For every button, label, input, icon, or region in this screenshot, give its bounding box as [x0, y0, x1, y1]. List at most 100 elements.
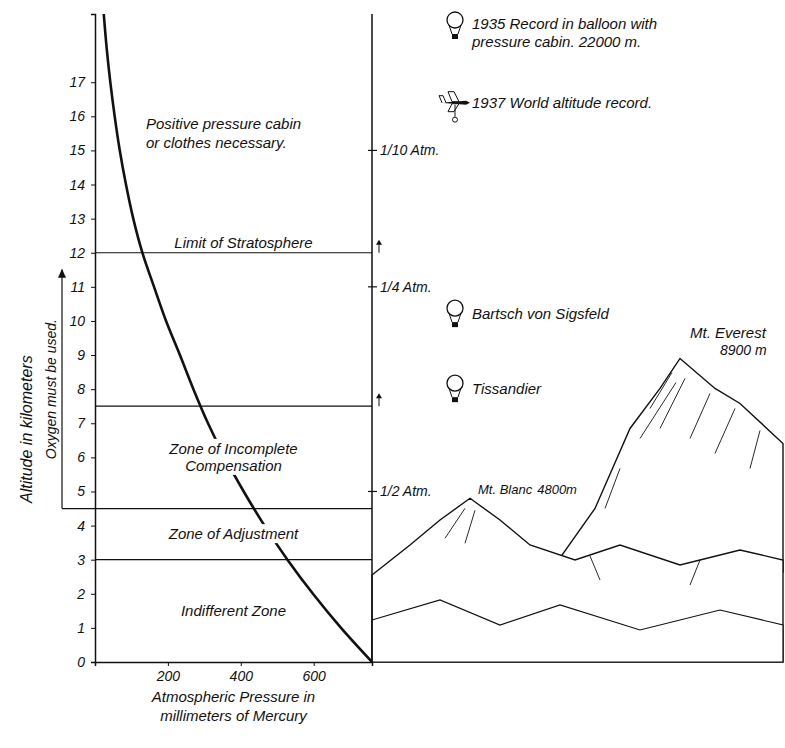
- y-tick-mark: [91, 628, 95, 629]
- label-patch: [143, 114, 304, 152]
- atm-marks: 1/2 Atm. 1/4 Atm. 1/10 Atm.: [368, 142, 439, 499]
- text-line: or clothes necessary.: [146, 134, 287, 151]
- mountain-hatch: [715, 408, 735, 453]
- y-tick-label: 5: [77, 483, 85, 499]
- mountain-name: Mt. Blanc: [478, 482, 533, 497]
- y-tick-label: 13: [69, 211, 85, 227]
- plot-area: [104, 14, 372, 662]
- y-tick-label: 15: [69, 142, 85, 158]
- oxygen-base: [62, 508, 95, 509]
- y-tick-mark: [91, 423, 95, 424]
- y-tick-label: 4: [77, 518, 85, 534]
- mountain-height: 8900 m: [720, 342, 767, 358]
- y-tick-mark: [91, 287, 95, 288]
- positive-zone-label: Positive pressure cabin or clothes necess…: [146, 115, 301, 151]
- y-tick-mark: [91, 560, 95, 561]
- balloon-basket: [452, 322, 458, 327]
- zone-label: Zone of IncompleteCompensation: [168, 440, 297, 474]
- x-tick-label: 200: [156, 668, 181, 684]
- atm-tick: [368, 491, 377, 492]
- y-tick: 5: [77, 483, 95, 499]
- y-tick-label: 6: [77, 449, 85, 465]
- y-tick: 10: [69, 313, 95, 329]
- y-tick: 0: [77, 654, 95, 670]
- y-tick: 12: [69, 245, 95, 261]
- text-line: Bartsch von Sigsfeld: [472, 305, 609, 322]
- record-label: 1935 Record in balloon withpressure cabi…: [471, 15, 657, 50]
- plane-wing: [448, 92, 459, 102]
- atm-label: 1/10 Atm.: [380, 142, 439, 158]
- y-tick-mark: [91, 82, 95, 83]
- balloon-icon: [447, 375, 463, 402]
- zone-lines: [95, 240, 382, 560]
- y-tick: 9: [77, 347, 95, 363]
- text-line: Atmospheric Pressure in: [151, 688, 315, 705]
- mountain-hatch: [605, 468, 620, 508]
- y-axis-title: Altitude in kilometers: [18, 355, 35, 504]
- y-tick: 17: [69, 74, 95, 90]
- arrow-head: [376, 393, 382, 398]
- stratosphere-line: [95, 252, 372, 253]
- zone-texts: Indifferent Zone Zone of Adjustment Zone o…: [143, 114, 316, 620]
- plane-wing: [448, 104, 459, 112]
- mountain-height: 4800m: [537, 482, 577, 497]
- y-tick-label: 12: [69, 245, 85, 261]
- y-tick: 8: [77, 381, 95, 397]
- text-line: Tissandier: [472, 380, 542, 397]
- balloon-icon: [447, 300, 463, 327]
- x-tick: 400: [230, 662, 254, 684]
- y-tick-label: 14: [69, 177, 85, 193]
- mountain-hatch: [590, 556, 600, 580]
- y-tick-label: 0: [77, 654, 85, 670]
- mountain-hatch: [690, 393, 710, 438]
- text-line: Compensation: [185, 457, 282, 474]
- y-axis: 01234567891011121314151617: [69, 15, 95, 670]
- y-tick-label: 11: [70, 279, 85, 295]
- zone-label: Indifferent Zone: [181, 602, 286, 619]
- y-tick-mark: [91, 526, 95, 527]
- balloon-basket: [452, 397, 458, 402]
- label-patch: [165, 524, 302, 543]
- y-tick: 1: [77, 620, 95, 636]
- y-tick-mark: [91, 594, 95, 595]
- x-tick: 200: [156, 662, 181, 684]
- oxygen-label: Oxygen must be used.: [43, 319, 59, 459]
- pilot: [453, 117, 458, 122]
- records: 1935 Record in balloon withpressure cabi…: [439, 12, 657, 402]
- y-tick: 13: [69, 211, 95, 227]
- text-line: Positive pressure cabin: [146, 115, 301, 132]
- y-tick-mark: [91, 491, 95, 492]
- y-tick-mark: [91, 389, 95, 390]
- right-frame: [371, 14, 373, 662]
- y-tick: 16: [69, 108, 95, 124]
- atm-tick: [368, 150, 377, 151]
- atm-label: 1/2 Atm.: [380, 483, 432, 499]
- arrow-head: [58, 269, 66, 278]
- y-tick-label: 3: [77, 552, 85, 568]
- y-tick: 15: [69, 142, 95, 158]
- x-tick-mark: [314, 662, 315, 666]
- y-tick: 14: [69, 177, 95, 193]
- x-axis-line: [96, 663, 373, 667]
- x-tick-label: 600: [303, 668, 327, 684]
- balloon-icon: [447, 12, 463, 39]
- plane-icon: [439, 92, 470, 123]
- balloon-rope: [458, 25, 461, 34]
- mountain-hatch: [465, 510, 475, 543]
- y-tick-mark: [91, 321, 95, 322]
- mountain-hatch: [640, 382, 676, 438]
- y-tick: 6: [77, 449, 95, 465]
- zone-boundary: [95, 559, 372, 560]
- y-tick-label: 7: [77, 415, 86, 431]
- y-tick-label: 9: [77, 347, 85, 363]
- text-line: pressure cabin. 22000 m.: [471, 33, 641, 50]
- mountain-hatch: [445, 508, 465, 538]
- y-tick-mark: [91, 219, 95, 220]
- text-line: 1935 Record in balloon with: [472, 15, 657, 32]
- atm-tick: [368, 286, 377, 287]
- atm-label: 1/4 Atm.: [380, 279, 432, 295]
- text-line: Zone of Adjustment: [168, 525, 299, 542]
- record-label: Bartsch von Sigsfeld: [472, 305, 609, 322]
- y-tick-label: 10: [69, 313, 85, 329]
- x-axis-title: Atmospheric Pressure inmillimeters of Me…: [151, 688, 315, 724]
